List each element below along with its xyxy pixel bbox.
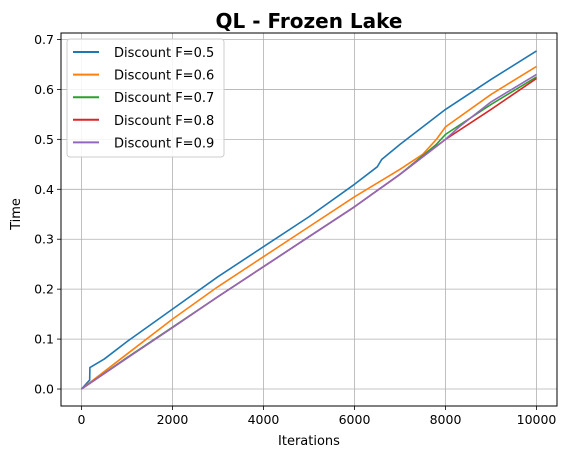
y-tick-label: 0.0 bbox=[34, 382, 54, 397]
x-tick-label: 6000 bbox=[339, 412, 371, 427]
y-tick-label: 0.5 bbox=[34, 132, 54, 147]
y-tick-label: 0.7 bbox=[34, 32, 54, 47]
x-axis-label: Iterations bbox=[278, 434, 340, 449]
x-tick-label: 10000 bbox=[517, 412, 557, 427]
chart-title: QL - Frozen Lake bbox=[216, 9, 403, 33]
y-tick-label: 0.1 bbox=[34, 332, 54, 347]
y-axis-label: Time bbox=[9, 198, 24, 231]
legend-label: Discount F=0.8 bbox=[114, 114, 214, 129]
legend-label: Discount F=0.7 bbox=[114, 91, 214, 106]
x-tick-label: 2000 bbox=[157, 412, 189, 427]
y-tick-label: 0.4 bbox=[34, 182, 54, 197]
y-tick-label: 0.3 bbox=[34, 232, 54, 247]
legend-box bbox=[66, 38, 225, 158]
x-tick-label: 4000 bbox=[248, 412, 280, 427]
legend: Discount F=0.5 Discount F=0.6 Discount F=0… bbox=[66, 38, 225, 158]
series-lines bbox=[80, 50, 537, 390]
x-axis-ticks: 0 2000 4000 6000 8000 10000 bbox=[78, 406, 557, 427]
legend-label: Discount F=0.6 bbox=[114, 69, 214, 84]
series-line-5 bbox=[81, 73, 537, 390]
y-tick-label: 0.2 bbox=[34, 282, 54, 297]
legend-label: Discount F=0.9 bbox=[114, 136, 214, 151]
x-tick-label: 0 bbox=[78, 412, 86, 427]
y-axis-ticks: 0.0 0.1 0.2 0.3 0.4 0.5 0.6 0.7 bbox=[34, 32, 61, 397]
series-line-2 bbox=[80, 65, 537, 390]
x-tick-label: 8000 bbox=[430, 412, 462, 427]
plot-frame bbox=[60, 32, 558, 407]
series-line-1 bbox=[80, 50, 537, 390]
legend-label: Discount F=0.5 bbox=[114, 46, 214, 61]
y-tick-label: 0.6 bbox=[34, 82, 54, 97]
